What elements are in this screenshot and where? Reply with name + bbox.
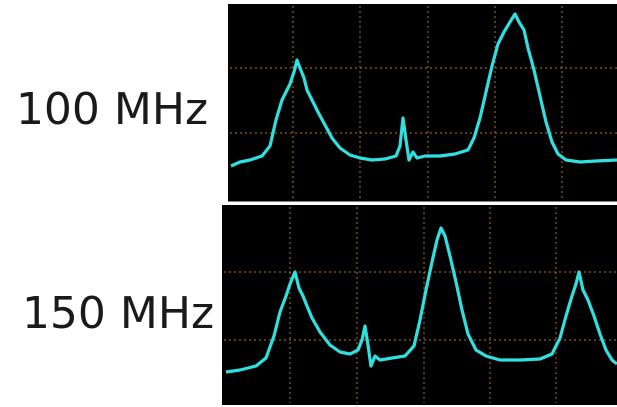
scope-panel-top	[228, 4, 617, 202]
frequency-label: 150 MHz	[22, 288, 214, 339]
figure: 100 MHz 150 MHz	[0, 0, 617, 407]
frequency-label: 100 MHz	[16, 84, 208, 135]
scope-panel-bottom	[222, 205, 617, 405]
screen	[228, 4, 617, 202]
